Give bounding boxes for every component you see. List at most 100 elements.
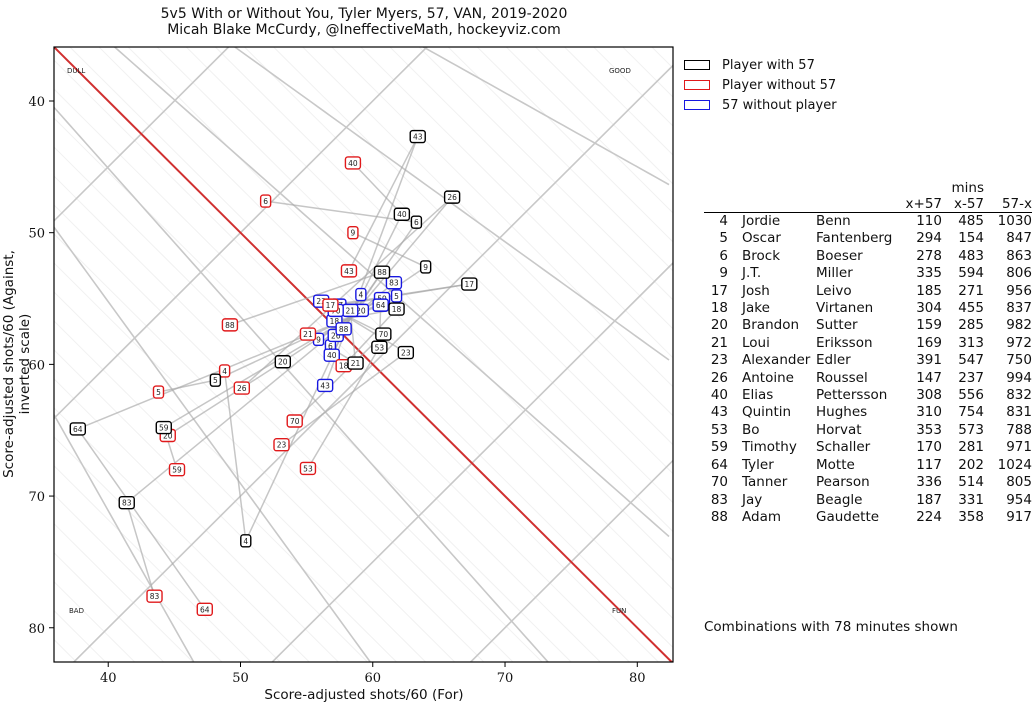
hatch-line [54,88,631,662]
hatch-line [54,59,660,662]
hatch-line [301,47,673,417]
first-name: Tanner [742,474,788,491]
mins-without: 285 [958,317,984,334]
iso-share-line [54,106,550,662]
marker-without: 4 [218,364,231,378]
marker-with: 26 [443,190,461,204]
mins-target-without: 831 [1006,404,1032,421]
mins-without: 547 [958,352,984,369]
table-row: 9 J.T. Miller 335 594 806 [704,265,1032,282]
last-name: Boeser [816,247,863,264]
hatch-line [505,47,673,214]
mins-target-without: 832 [1006,387,1032,404]
mins-with: 170 [916,439,942,456]
marker-label: 23 [401,349,411,358]
chart-title-line2: Micah Blake McCurdy, @IneffectiveMath, h… [167,22,561,38]
mins-target-without: 750 [1006,352,1032,369]
hatch-line [331,47,673,388]
marker-label: 9 [423,263,428,272]
hatch-line [651,47,673,69]
table-row: 40 Elias Pettersson 308 556 832 [704,387,1032,404]
legend-swatch-with [684,60,710,70]
iso-share-line [233,47,670,361]
marker-label: 43 [320,381,330,390]
table-row: 18 Jake Virtanen 304 455 837 [704,300,1032,317]
player-number: 43 [710,404,728,421]
iso-share-line [113,47,670,538]
connector-line [223,370,247,541]
group-header-mins: mins [951,180,985,196]
mins-with: 117 [916,456,942,473]
marker-without: 6 [259,194,272,208]
player-number: 4 [719,213,728,229]
mins-with: 335 [916,265,942,282]
player-number: 26 [710,369,728,386]
mins-without: 237 [958,369,984,386]
chart-title-line1: 5v5 With or Without You, Tyler Myers, 57… [160,6,568,22]
marker-label: 18 [339,362,349,371]
column-header: x-57 [942,196,984,213]
mins-with: 159 [916,317,942,334]
mins-with: 353 [916,421,942,438]
marker-label: 70 [290,417,300,426]
chart-title: 5v5 With or Without You, Tyler Myers, 57… [54,6,674,38]
hatch-line [156,47,673,561]
first-name: Jay [742,491,763,508]
footnote: Combinations with 78 minutes shown [704,619,958,635]
mins-with: 336 [916,474,942,491]
marker-label: 53 [375,343,385,352]
y-tick-label: 60 [28,358,45,373]
mins-without: 483 [958,247,984,264]
first-name: Adam [742,508,781,525]
x-axis-label: Score-adjusted shots/60 (For) [264,687,464,703]
mins-target-without: 805 [1006,474,1032,491]
mins-target-without: 982 [1006,317,1032,334]
mins-with: 187 [916,491,942,508]
column-header: x+57 [900,196,942,213]
point-markers: 4569171820212326404353596470838845691718… [69,129,478,617]
mins-target-without: 972 [1006,334,1032,351]
mins-without: 202 [958,456,984,473]
connector-line [338,283,470,306]
column-header: 57-x [984,196,1032,213]
marker-label: 40 [397,210,407,219]
marker-without: 59 [168,463,186,477]
marker-with: 53 [371,340,388,354]
first-name: Jake [742,300,770,317]
x-axis: 40 50 60 70 80 [100,662,646,686]
mins-without: 514 [958,474,984,491]
first-name: Bo [742,421,760,438]
hatch-line [389,47,673,330]
last-name: Horvat [816,421,862,438]
mins-without: 573 [958,421,984,438]
player-number: 5 [719,230,728,247]
table-row: 53 Bo Horvat 353 573 788 [704,422,1032,439]
mins-without: 754 [958,404,984,421]
marker-with: 9 [419,260,432,274]
marker-label: 83 [389,279,399,288]
last-name: Pearson [816,474,870,491]
minutes-table: mins x+57 x-57 57-x 4 Jordie Benn 110 485 103… [704,180,1032,526]
connector-line [324,136,419,386]
last-name: Eriksson [816,334,873,351]
marker-with: 5 [209,373,222,387]
marker-target-without: 21 [342,303,359,318]
marker-label: 43 [413,133,423,142]
mins-without: 358 [958,508,984,525]
mins-without: 271 [958,282,984,299]
marker-without: 70 [286,414,303,428]
legend-item-target-without: 57 without player [684,95,837,115]
marker-without: 21 [299,327,317,341]
table-row: 21 Loui Eriksson 169 313 972 [704,335,1032,352]
marker-label: 26 [331,331,341,340]
marker-target-without: 83 [385,276,403,290]
table-row: 5 Oscar Fantenberg 294 154 847 [704,230,1032,247]
marker-label: 17 [465,280,475,289]
marker-with: 43 [409,129,426,144]
player-number: 70 [710,474,728,491]
marker-with: 59 [155,420,172,435]
connector-line [229,271,383,326]
legend-label: Player with 57 [722,57,815,73]
marker-label: 88 [377,268,387,277]
